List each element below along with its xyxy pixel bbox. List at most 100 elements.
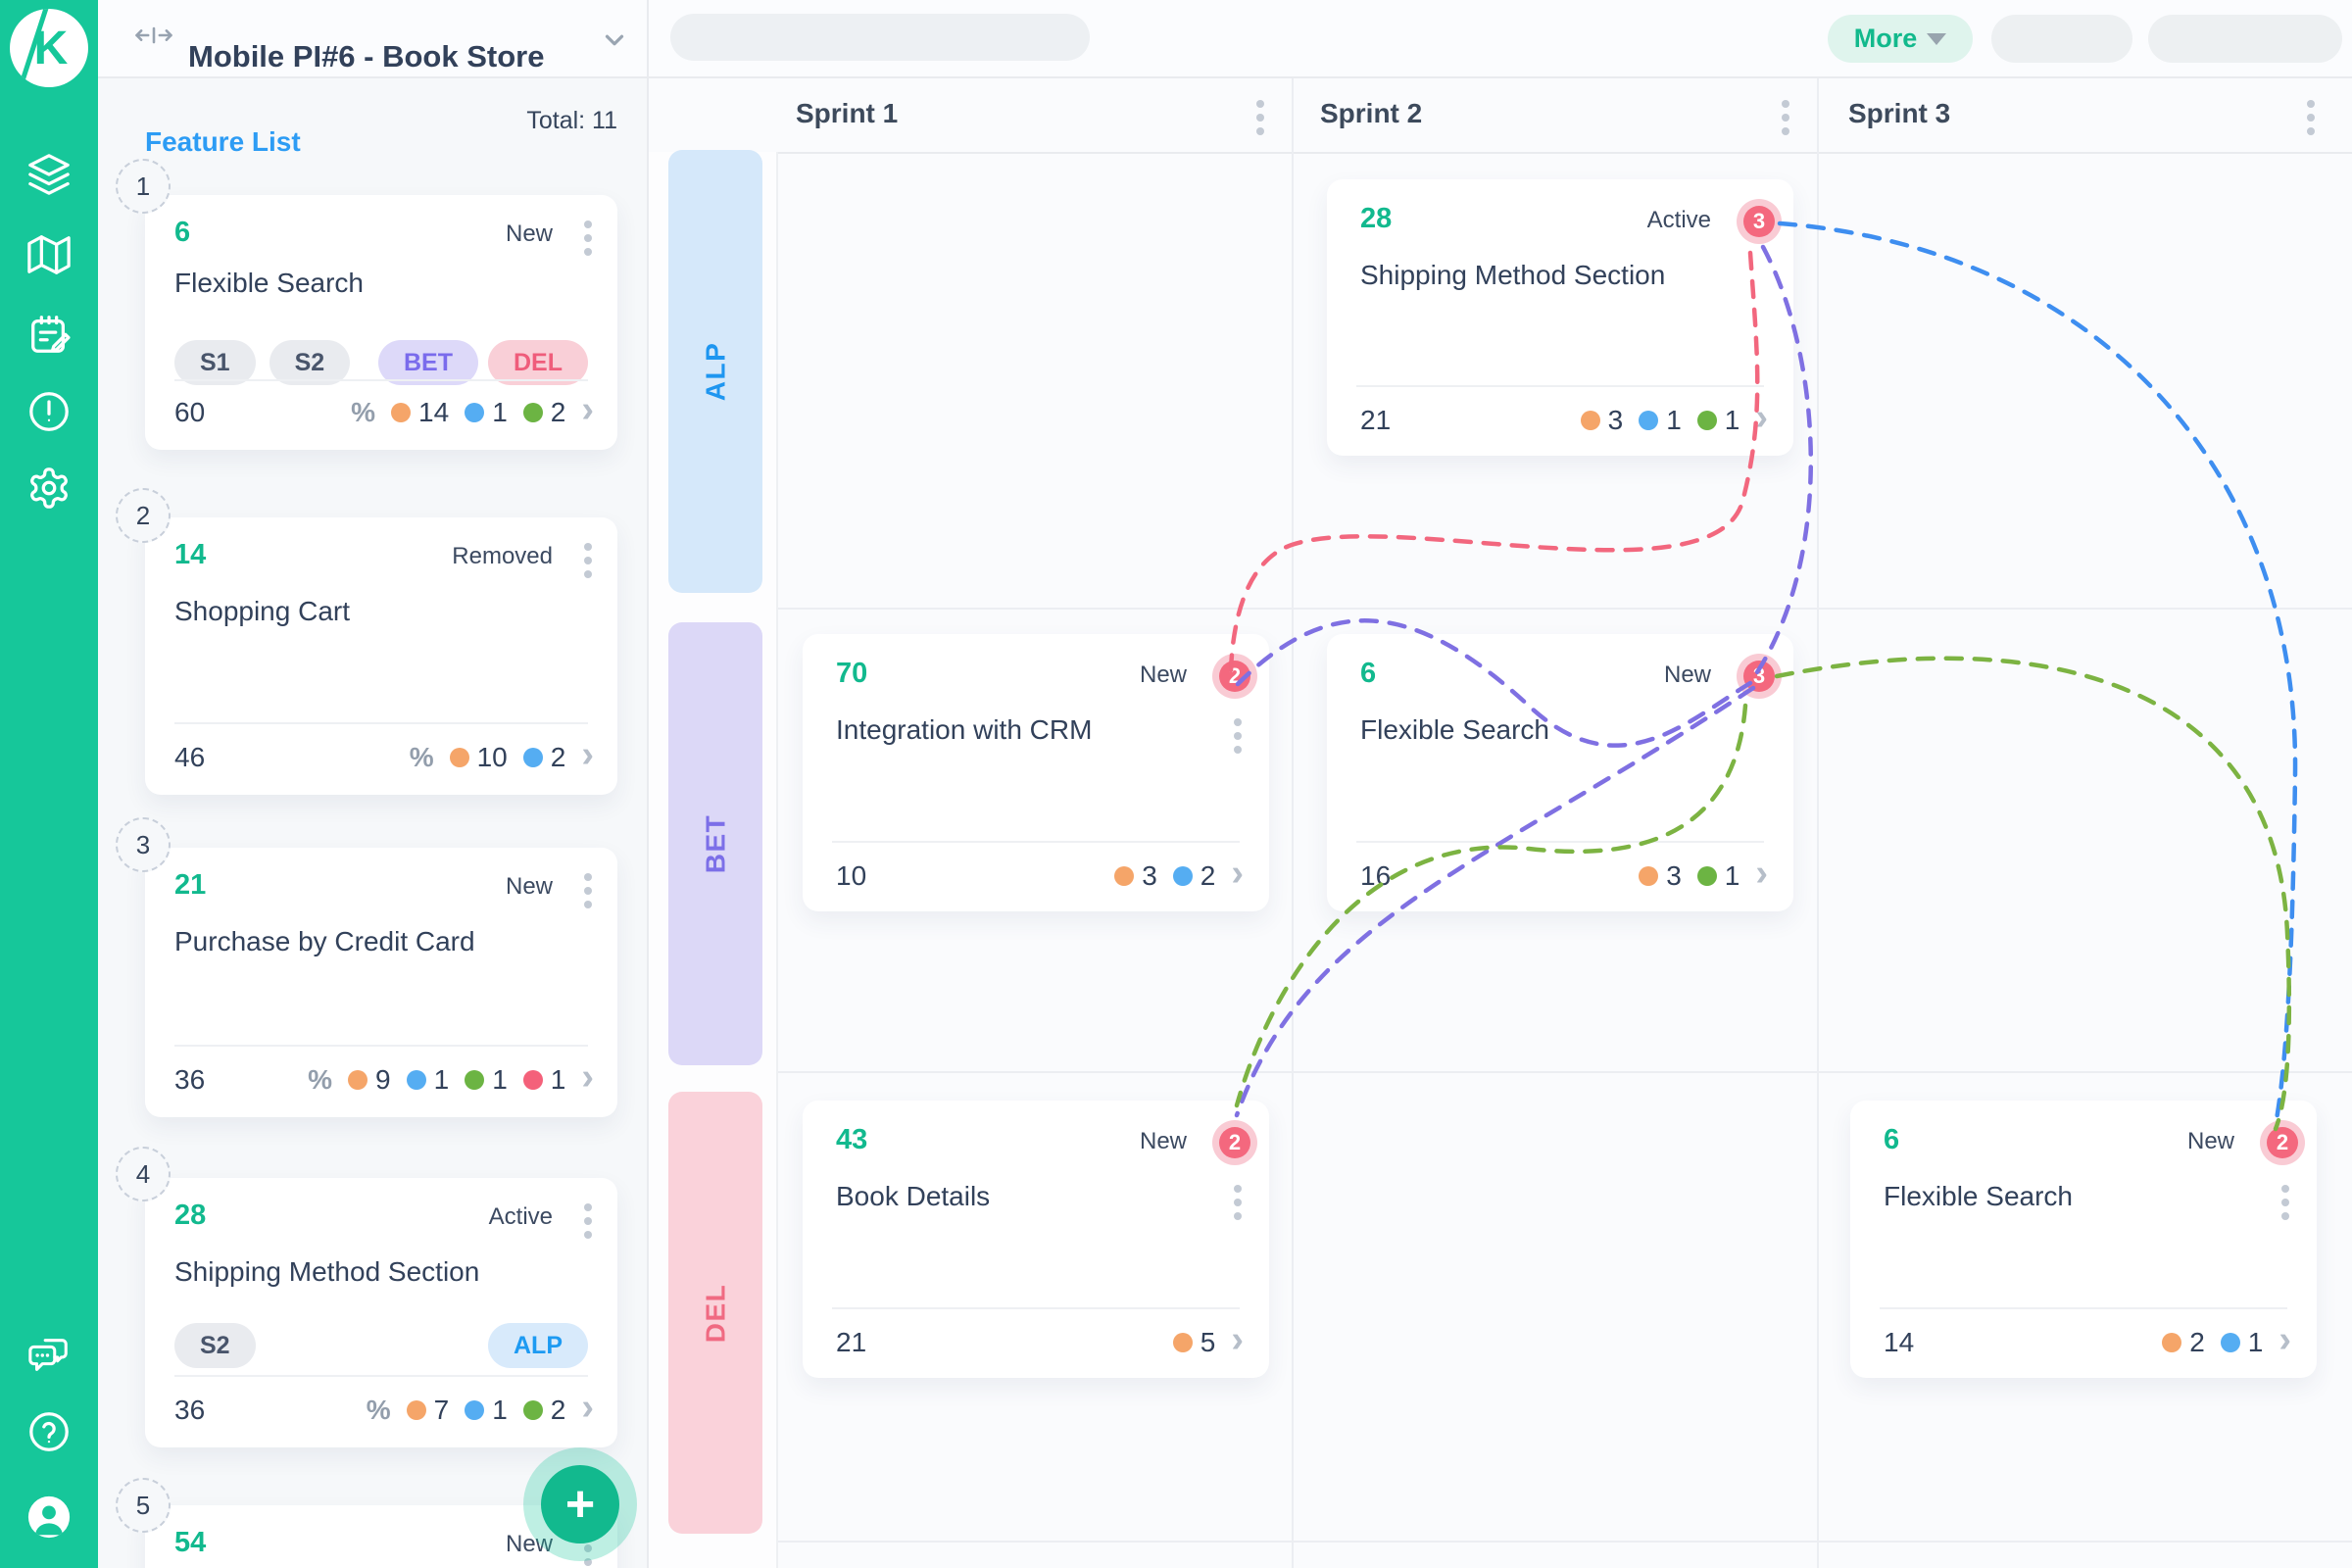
dependency-count-badge[interactable]: 2 — [1212, 1120, 1257, 1165]
lane-del[interactable]: DEL — [668, 1092, 762, 1534]
orange-dot-icon — [449, 748, 469, 767]
sprint-board: Sprint 1 Sprint 2 Sprint 3 ALP BET DEL 2… — [647, 76, 2352, 1568]
column-header-sprint-2[interactable]: Sprint 2 — [1320, 98, 1423, 128]
feature-title: Shipping Method Section — [1360, 260, 1666, 290]
orange-dot-icon — [1580, 411, 1600, 430]
sprint-tag[interactable]: S2 — [269, 340, 351, 385]
sidebar-item-roadmap[interactable] — [26, 234, 72, 279]
more-button[interactable]: More — [1828, 15, 1973, 63]
sidebar-item-feedback[interactable] — [26, 1335, 72, 1380]
kebab-menu-icon[interactable] — [584, 1203, 592, 1239]
feature-card[interactable]: 28 Active Shipping Method Section S2 ALP… — [145, 1178, 617, 1447]
sidebar-item-planning[interactable] — [26, 314, 72, 359]
expand-chevron-icon[interactable]: › — [1755, 853, 1768, 894]
status-badge: New — [1139, 1128, 1187, 1154]
lane-bet[interactable]: BET — [668, 622, 762, 1065]
expand-chevron-icon[interactable]: › — [1231, 1319, 1244, 1360]
lane-alp[interactable]: ALP — [668, 150, 762, 593]
column-menu-icon[interactable] — [1256, 100, 1264, 135]
board-card-integration-crm[interactable]: 70 New 2 Integration with CRM 10 3 2 › — [803, 634, 1269, 911]
board-title-chevron-down-icon[interactable] — [600, 25, 629, 55]
dependency-count-badge[interactable]: 3 — [1737, 199, 1782, 244]
board-title: Mobile PI#6 - Book Store — [188, 38, 545, 74]
column-menu-icon[interactable] — [1782, 100, 1789, 135]
card-divider — [174, 1375, 588, 1377]
board-card-book-details[interactable]: 43 New 2 Book Details 21 5 › — [803, 1101, 1269, 1378]
kebab-menu-icon[interactable] — [584, 873, 592, 908]
feature-card[interactable]: 14 Removed Shopping Cart 46 % 10 2 › — [145, 517, 617, 795]
expand-chevron-icon[interactable]: › — [581, 734, 594, 775]
sidebar-item-settings[interactable] — [26, 466, 72, 513]
column-header-sprint-3[interactable]: Sprint 3 — [1848, 98, 1951, 128]
lane-divider — [649, 1541, 2352, 1543]
feature-title: Shopping Cart — [174, 596, 351, 626]
lane-tag-bet[interactable]: BET — [378, 340, 478, 385]
status-badge: Active — [488, 1203, 553, 1230]
blue-dot-icon — [522, 748, 543, 767]
expand-chevron-icon[interactable]: › — [581, 1056, 594, 1098]
blue-dot-icon — [2220, 1333, 2240, 1352]
percent-label: % — [409, 742, 434, 772]
board-card-flexible-search-s3[interactable]: 6 New 2 Flexible Search 14 2 1 › — [1850, 1101, 2317, 1378]
feature-card[interactable]: 6 New Flexible Search S1 S2 BET DEL 60 %… — [145, 195, 617, 450]
chat-icon — [26, 1333, 72, 1383]
feature-card[interactable]: 21 New Purchase by Credit Card 36 % 9 1 … — [145, 848, 617, 1117]
toolbar-button-secondary[interactable] — [1991, 15, 2132, 63]
dependency-count-badge[interactable]: 3 — [1737, 654, 1782, 699]
expand-chevron-icon[interactable]: › — [2278, 1319, 2291, 1360]
sidebar: K — [0, 0, 98, 1568]
sprint-tag[interactable]: S1 — [174, 340, 256, 385]
card-footer: 21 3 1 1 › — [1360, 397, 1768, 438]
kebab-menu-icon[interactable] — [1234, 1185, 1242, 1220]
lane-tag-alp[interactable]: ALP — [488, 1323, 588, 1368]
sidebar-item-boards[interactable] — [26, 152, 72, 202]
feature-id: 6 — [174, 217, 191, 248]
toolbar-button-primary[interactable] — [2148, 15, 2342, 63]
feature-card[interactable]: 54 New — [145, 1505, 617, 1568]
feature-rank-4: 4 — [116, 1147, 171, 1201]
feature-total-count: Total: 11 — [526, 107, 617, 134]
feature-list-panel: Feature List Total: 11 1 6 New Flexible … — [98, 76, 647, 1568]
expand-chevron-icon[interactable]: › — [581, 389, 594, 430]
add-feature-button[interactable]: + — [523, 1447, 637, 1561]
board-card-shipping-method[interactable]: 28 Active 3 Shipping Method Section 21 3… — [1327, 179, 1793, 456]
status-badge: New — [505, 873, 553, 900]
status-badge: Active — [1646, 207, 1711, 233]
dependency-count-badge[interactable]: 2 — [2260, 1120, 2305, 1165]
collapse-panel-icon[interactable] — [133, 21, 174, 56]
card-divider — [832, 841, 1240, 843]
sidebar-item-help[interactable] — [26, 1411, 72, 1456]
card-divider — [174, 379, 588, 381]
orange-dot-icon — [1639, 866, 1659, 886]
column-menu-icon[interactable] — [2307, 100, 2315, 135]
expand-chevron-icon[interactable]: › — [581, 1387, 594, 1428]
green-dot-icon — [522, 403, 543, 422]
column-header-sprint-1[interactable]: Sprint 1 — [796, 98, 899, 128]
feature-id: 6 — [1884, 1124, 1900, 1155]
expand-chevron-icon[interactable]: › — [1755, 397, 1768, 438]
feature-list-title[interactable]: Feature List — [145, 126, 301, 158]
user-menu[interactable] — [12, 1482, 86, 1556]
kebab-menu-icon[interactable] — [1234, 718, 1242, 754]
layers-icon — [26, 152, 72, 202]
user-avatar-icon — [26, 1494, 72, 1544]
kebab-menu-icon[interactable] — [584, 543, 592, 578]
kebab-menu-icon[interactable] — [2281, 1185, 2289, 1220]
lane-tag-del[interactable]: DEL — [488, 340, 588, 385]
dependency-count-badge[interactable]: 2 — [1212, 654, 1257, 699]
topbar-divider — [647, 0, 649, 76]
sidebar-item-risks[interactable] — [26, 391, 72, 436]
sprint-tag[interactable]: S2 — [174, 1323, 256, 1368]
feature-title: Flexible Search — [1360, 714, 1549, 745]
green-dot-icon — [1696, 866, 1717, 886]
kebab-menu-icon[interactable] — [584, 220, 592, 256]
search-input[interactable] — [670, 14, 1090, 61]
status-badge: Removed — [452, 543, 553, 569]
app-logo[interactable]: K — [10, 9, 88, 87]
blue-dot-icon — [465, 403, 485, 422]
card-divider — [1356, 841, 1764, 843]
percent-label: % — [351, 397, 376, 427]
board-card-flexible-search-s2[interactable]: 6 New 3 Flexible Search 16 3 1 › — [1327, 634, 1793, 911]
expand-chevron-icon[interactable]: › — [1231, 853, 1244, 894]
planning-notes-icon — [26, 312, 72, 362]
